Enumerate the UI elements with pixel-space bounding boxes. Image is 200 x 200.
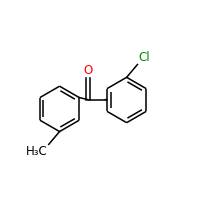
Text: O: O — [83, 64, 92, 77]
Text: H₃C: H₃C — [26, 145, 48, 158]
Text: Cl: Cl — [138, 51, 150, 64]
